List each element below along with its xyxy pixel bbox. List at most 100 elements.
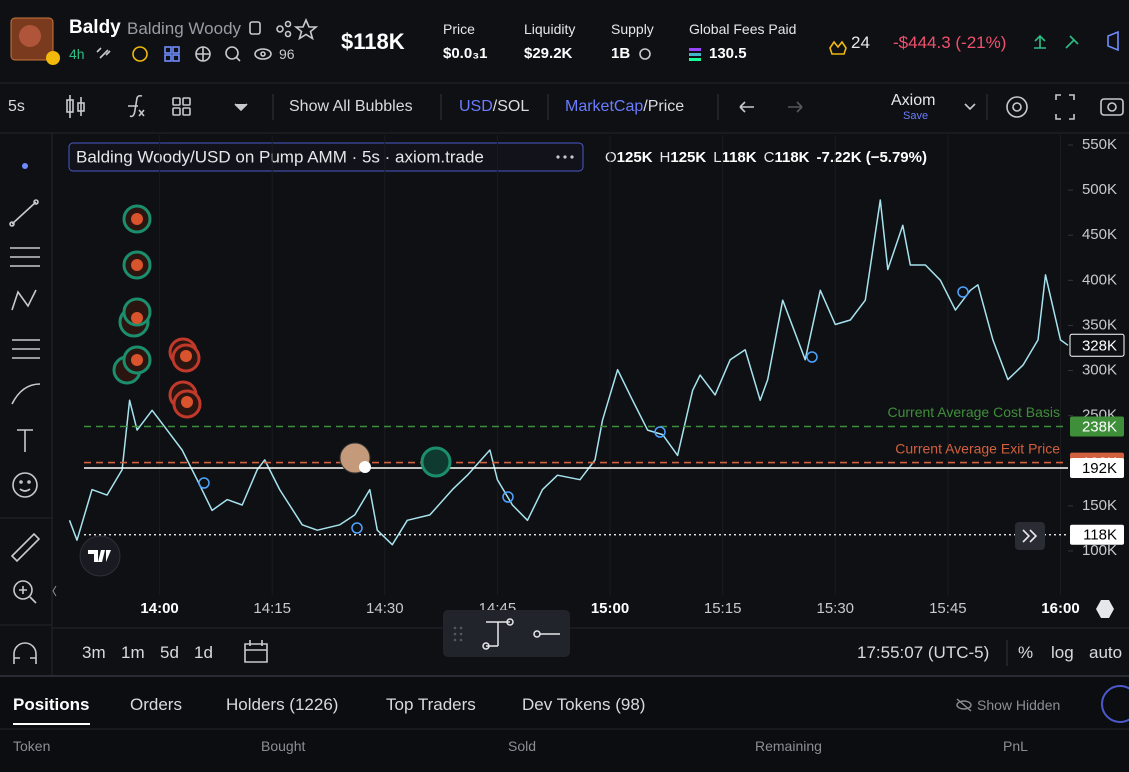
ohlc-key: H <box>660 149 671 166</box>
stat-value: 1B <box>611 45 631 62</box>
range[interactable]: 1d <box>194 643 213 662</box>
ohlc-value: 125K <box>670 149 706 166</box>
fees-icon <box>689 48 701 61</box>
x-tick-label: 15:15 <box>704 600 742 617</box>
scale-option[interactable]: log <box>1051 643 1074 662</box>
level-name: Current Average Exit Price <box>895 440 1060 456</box>
layout-name[interactable]: Axiom <box>891 92 936 109</box>
level-box <box>1070 416 1124 437</box>
header-icons[interactable] <box>96 17 1119 62</box>
drawing-tools[interactable] <box>9 163 41 664</box>
ohlc-change: -7.22K (−5.79%) <box>817 149 927 166</box>
ohlc-key: O <box>605 149 617 166</box>
level-box <box>1070 524 1124 545</box>
footer-icons[interactable] <box>244 640 268 663</box>
stat-value: $29.2K <box>524 45 573 62</box>
tab[interactable]: Dev Tokens (98) <box>522 695 646 714</box>
column-header: Token <box>13 738 51 754</box>
last-price-label: 328K <box>1082 337 1117 354</box>
chart-title-box[interactable] <box>68 142 584 172</box>
x-tick-label: 16:00 <box>1041 600 1079 617</box>
token-age: 4h <box>69 46 85 62</box>
y-tick-label: 550K <box>1082 136 1117 153</box>
column-header: Bought <box>261 738 306 754</box>
y-tick-label: 450K <box>1082 226 1117 243</box>
viewers: 96 <box>279 46 295 62</box>
ohlc-value: 118K <box>722 149 757 166</box>
tab[interactable]: Orders <box>130 695 182 714</box>
layout-save[interactable]: Save <box>903 110 929 122</box>
stat-value: 130.5 <box>709 45 747 62</box>
avatar-face <box>19 25 41 47</box>
column-header: PnL <box>1003 738 1028 754</box>
floating-icons[interactable] <box>482 618 560 650</box>
stat-label: Global Fees Paid <box>689 21 797 37</box>
x-tick-label: 14:00 <box>140 600 178 617</box>
level-name: Current Average Cost Basis <box>888 404 1061 420</box>
range[interactable]: 5d <box>160 643 179 662</box>
floating-toolbar[interactable] <box>443 610 570 657</box>
y-tick-label: 300K <box>1082 362 1117 379</box>
plot: 14:00 14:15 14:30 14:45 15:00 15:15 15:30 15:45… <box>68 135 1125 617</box>
currency-toggle[interactable]: USD/SOL <box>459 99 529 115</box>
level-box <box>1070 457 1124 478</box>
toolbar-separators <box>272 94 1008 666</box>
scale-option[interactable]: % <box>1018 643 1034 662</box>
stat-value: $0.0₃1 <box>443 45 488 62</box>
toolbar-icons[interactable] <box>66 94 1124 120</box>
tv-logo-mark <box>88 550 111 562</box>
y-tick-label: 400K <box>1082 271 1117 288</box>
scale-option[interactable]: auto <box>1089 643 1123 662</box>
metric: MarketCap <box>565 98 644 115</box>
column-header: Remaining <box>755 738 822 754</box>
bubbles-toggle[interactable]: Show All Bubbles <box>289 98 413 115</box>
tab-underline <box>13 723 90 725</box>
clock: 17:55:07 (UTC-5) <box>857 643 990 662</box>
pnl: -$444.3 (-21%) <box>893 33 1007 52</box>
currency: SOL <box>497 98 530 115</box>
metric: Price <box>647 98 685 115</box>
hide-icon <box>956 698 972 712</box>
range[interactable]: 1m <box>121 643 145 662</box>
y-tick-label: 100K <box>1082 542 1117 559</box>
slash: / <box>643 98 648 115</box>
x-tick-label: 15:00 <box>591 600 629 617</box>
x-tick-label: 15:45 <box>929 600 967 617</box>
ohlc-legend: O 125K H 125K L 118K C 118K -7.22K (−5.79%) <box>605 149 927 166</box>
tab[interactable]: Positions <box>13 695 90 714</box>
badge <box>46 51 60 65</box>
ohlc-value: 125K <box>617 149 653 166</box>
token-name: Balding Woody <box>127 19 242 38</box>
action-button[interactable] <box>1101 685 1129 723</box>
x-tick-label: 14:15 <box>253 600 291 617</box>
ohlc-key: L <box>713 149 721 166</box>
more-icon[interactable] <box>556 155 574 159</box>
crowns: 24 <box>851 33 870 52</box>
interval[interactable]: 5s <box>8 98 25 115</box>
stat-label: Supply <box>611 21 654 37</box>
level-label: 238K <box>1082 418 1117 435</box>
stat-label: Price <box>443 21 475 37</box>
settings-hex[interactable] <box>1096 600 1114 618</box>
scroll-left[interactable] <box>52 585 57 597</box>
tab[interactable]: Top Traders <box>386 695 476 714</box>
x-tick-label: 15:30 <box>816 600 854 617</box>
token-symbol: Baldy <box>69 17 121 38</box>
drag-handle <box>453 626 463 642</box>
currency: USD <box>459 98 493 115</box>
y-tick-label: 350K <box>1082 316 1117 333</box>
stat-label: Liquidity <box>524 21 576 37</box>
column-header: Sold <box>508 738 537 754</box>
close-badge <box>359 461 371 473</box>
trader-bubble <box>420 446 452 478</box>
range[interactable]: 3m <box>82 643 106 662</box>
y-tick-label: 500K <box>1082 181 1117 198</box>
market-cap: $118K <box>341 29 405 54</box>
metric-toggle[interactable]: MarketCap/Price <box>565 99 684 115</box>
tab[interactable]: Holders (1226) <box>226 695 339 714</box>
price-line <box>68 199 1069 546</box>
y-tick-label: 150K <box>1082 497 1117 514</box>
show-hidden[interactable]: Show Hidden <box>977 697 1061 713</box>
